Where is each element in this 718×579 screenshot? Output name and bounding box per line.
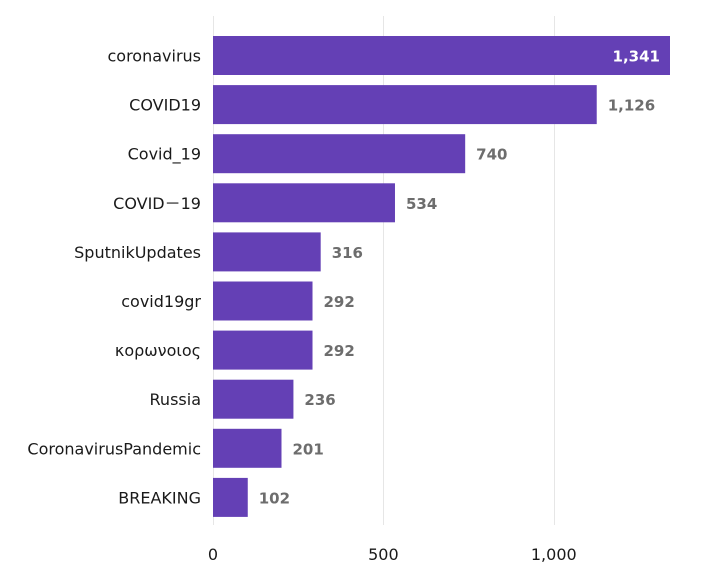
bar-value-labels: 1,341 1,126 740 534 316 292 292 236 201 102 <box>259 48 660 508</box>
value-label-0: 1,341 <box>613 48 660 66</box>
category-label-6: κορωνοιος <box>115 341 201 360</box>
value-label-8: 201 <box>292 440 323 458</box>
value-label-7: 236 <box>304 391 335 409</box>
x-tick-label-1: 500 <box>368 545 399 564</box>
bar-9 <box>213 477 248 517</box>
category-label-9: BREAKING <box>118 488 201 507</box>
bar-4 <box>213 232 321 272</box>
bar-3 <box>213 183 395 223</box>
value-label-4: 316 <box>332 244 363 262</box>
category-label-0: coronavirus <box>107 47 201 66</box>
bar-5 <box>213 281 313 321</box>
value-label-5: 292 <box>324 293 355 311</box>
chart-bars <box>213 36 670 517</box>
category-label-5: covid19gr <box>121 292 201 311</box>
value-label-1: 1,126 <box>608 97 655 115</box>
category-label-1: COVID19 <box>129 96 201 115</box>
bar-8 <box>213 428 282 468</box>
category-label-7: Russia <box>150 390 201 409</box>
bar-2 <box>213 134 466 174</box>
value-label-2: 740 <box>476 146 507 164</box>
category-axis-labels: coronavirus COVID19 Covid_19 COVID－19 Sputni… <box>27 47 201 508</box>
x-tick-label-0: 0 <box>208 545 218 564</box>
value-axis-tick-labels: 0 500 1,000 <box>208 545 577 564</box>
value-label-9: 102 <box>259 489 290 507</box>
category-label-2: Covid_19 <box>128 145 201 165</box>
bar-0 <box>213 36 670 75</box>
bar-6 <box>213 330 313 370</box>
category-label-3: COVID－19 <box>113 194 201 213</box>
value-label-3: 534 <box>406 195 437 213</box>
bar-1 <box>213 85 597 125</box>
bar-7 <box>213 379 294 419</box>
category-label-4: SputnikUpdates <box>74 243 201 262</box>
value-label-6: 292 <box>324 342 355 360</box>
category-label-8: CoronavirusPandemic <box>27 439 201 458</box>
x-tick-label-2: 1,000 <box>531 545 577 564</box>
